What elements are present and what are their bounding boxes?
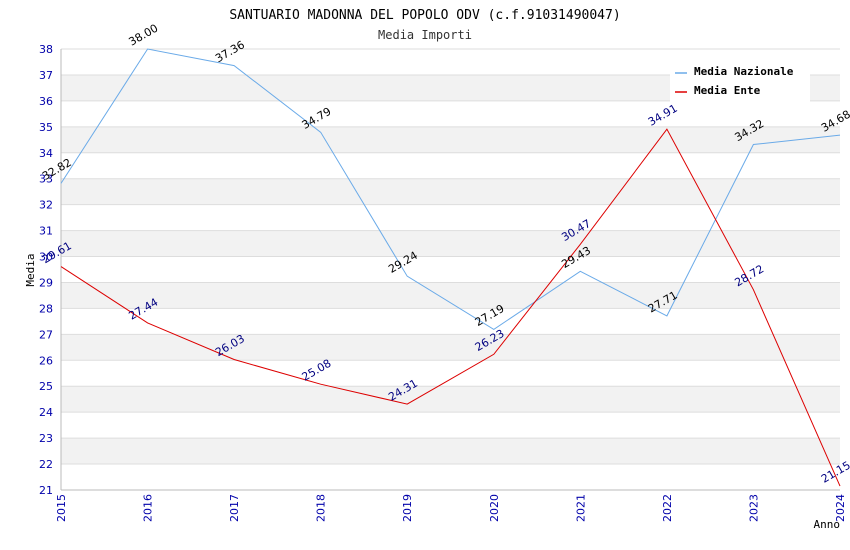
series-lines — [60, 48, 841, 487]
plot-background-bands — [61, 74, 840, 465]
y-tick-label: 30 — [39, 251, 53, 264]
y-tick-label: 33 — [39, 173, 53, 186]
data-label: 29.61 — [40, 239, 74, 266]
x-axis-label: Anno — [814, 518, 841, 531]
y-tick-label: 36 — [39, 95, 53, 108]
x-tick-label: 2018 — [315, 494, 328, 522]
grid-band — [61, 334, 840, 361]
y-tick-label: 22 — [39, 458, 53, 471]
y-tick-label: 37 — [39, 69, 53, 82]
x-tick-label: 2022 — [661, 494, 674, 522]
data-label: 25.08 — [300, 357, 334, 384]
x-tick-label: 2023 — [747, 494, 760, 522]
legend-label-media-nazionale: Media Nazionale — [694, 65, 794, 78]
gridlines — [61, 48, 840, 491]
x-tick-label: 2015 — [55, 494, 68, 522]
y-tick-label: 29 — [39, 276, 53, 289]
grid-band — [61, 178, 840, 205]
y-tick-labels: 21 22 23 24 25 26 27 28 29 30 31 32 33 34 35 36 37 38 — [39, 43, 53, 497]
x-tick-label: 2020 — [488, 494, 501, 522]
y-tick-label: 35 — [39, 121, 53, 134]
x-tick-label: 2024 — [834, 494, 847, 522]
y-tick-label: 25 — [39, 380, 53, 393]
data-label: 38.00 — [127, 22, 161, 49]
y-tick-label: 32 — [39, 199, 53, 212]
grid-band — [61, 230, 840, 257]
grid-band — [61, 386, 840, 413]
legend-label-media-ente: Media Ente — [694, 84, 761, 97]
y-tick-label: 26 — [39, 354, 53, 367]
chart-subtitle: Media Importi — [378, 28, 472, 42]
y-tick-label: 21 — [39, 484, 53, 497]
y-tick-label: 27 — [39, 328, 53, 341]
x-tick-label: 2021 — [574, 494, 587, 522]
y-tick-label: 23 — [39, 432, 53, 445]
chart-title: SANTUARIO MADONNA DEL POPOLO ODV (c.f.91… — [229, 8, 620, 23]
grid-band — [61, 126, 840, 153]
legend-box — [670, 62, 810, 102]
data-label: 34.91 — [646, 102, 680, 129]
y-tick-label: 38 — [39, 43, 53, 56]
x-tick-label: 2017 — [228, 494, 241, 522]
series-line-1 — [60, 128, 841, 487]
grid-band — [61, 438, 840, 465]
legend: Media Nazionale Media Ente — [670, 62, 810, 102]
series-line-0 — [60, 48, 841, 330]
y-tick-label: 28 — [39, 302, 53, 315]
y-tick-label: 34 — [39, 147, 53, 160]
x-tick-label: 2019 — [401, 494, 414, 522]
data-label: 37.36 — [213, 38, 247, 65]
y-tick-label: 31 — [39, 225, 53, 238]
y-axis-label: Media — [24, 253, 37, 286]
x-tick-label: 2016 — [142, 494, 155, 522]
x-tick-labels: 2015 2016 2017 2018 2019 2020 2021 2022 2023 2024 — [55, 494, 847, 522]
grid-band — [61, 282, 840, 309]
y-tick-label: 24 — [39, 406, 53, 419]
